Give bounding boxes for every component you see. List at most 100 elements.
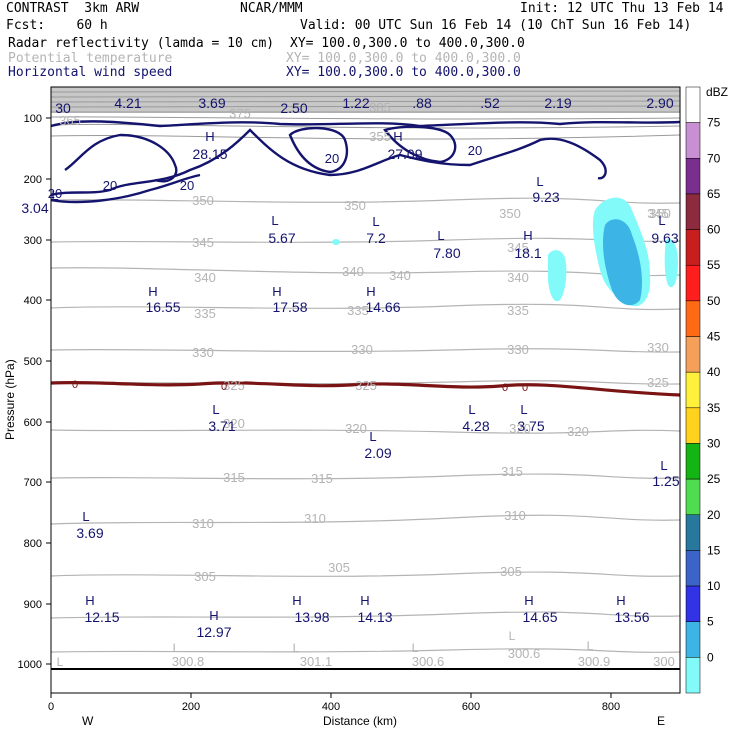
extremum-marker-letter: H	[523, 228, 532, 243]
extremum-marker-letter: H	[360, 593, 369, 608]
colorbar-level: 15	[707, 543, 721, 557]
freezing-level-line	[51, 380, 680, 397]
reflectivity-echoes	[332, 197, 678, 307]
theta-label: 345	[507, 240, 529, 255]
extremum-marker-letter: L	[660, 458, 667, 473]
colorbar-swatch	[685, 193, 701, 230]
x-tick-label: 0	[48, 701, 54, 713]
x-tick-label: 400	[322, 701, 340, 713]
y-axis-label: Pressure (hPa)	[3, 359, 17, 440]
theta-label: 310	[504, 508, 526, 523]
theta-label: 340	[194, 270, 216, 285]
colorbar-swatch	[685, 264, 701, 302]
colorbar-level: 50	[707, 294, 721, 308]
y-tick-label: 1000	[18, 659, 42, 671]
wind-speed-label: 20	[325, 151, 339, 166]
echo-5dbz-small	[548, 250, 567, 302]
colorbar-swatch	[685, 229, 701, 266]
y-tick-label: 300	[24, 235, 42, 247]
colorbar-level: 65	[707, 187, 721, 201]
theta-label: 320	[345, 421, 367, 436]
surface-theta-low: L	[57, 655, 64, 669]
theta-label: 325	[647, 375, 669, 390]
x-tick-label: 800	[602, 701, 620, 713]
wind-speed-label: 20	[48, 186, 62, 201]
echo-5dbz-small-2	[664, 239, 678, 288]
theta-label: 365	[59, 113, 81, 128]
colorbar-level: 35	[707, 401, 721, 415]
theta-label: 355	[369, 129, 391, 144]
colorbar-swatch	[685, 122, 701, 159]
colorbar-level: 60	[707, 223, 721, 237]
top-wind-value: .88	[412, 95, 432, 111]
theta-label: 320	[223, 416, 245, 431]
org-label: NCAR/MMM	[240, 1, 303, 16]
colorbar-swatch	[685, 514, 701, 551]
surface-theta-low: L	[173, 641, 180, 655]
extremum-marker-value: 14.13	[357, 609, 392, 625]
extremum-marker-letter: H	[148, 284, 157, 299]
field-theta-xy: XY= 100.0,300.0 to 400.0,300.0	[286, 51, 521, 66]
model-title: CONTRAST 3km ARW	[6, 1, 140, 16]
surface-theta-low: L	[412, 641, 419, 655]
extremum-marker-letter: H	[366, 284, 375, 299]
extremum-marker-value: 3.04	[21, 200, 48, 216]
extremum-marker-letter: L	[51, 188, 58, 203]
x-axis-label: Distance (km)	[323, 714, 397, 728]
extremum-marker-value: 3.71	[208, 418, 235, 434]
extremum-marker-letter: H	[393, 129, 402, 144]
extremum-marker-letter: L	[212, 402, 219, 417]
x-tick-label: 600	[462, 701, 480, 713]
extremum-marker-value: 27.09	[387, 146, 422, 162]
x-axis: 0 200 400 600 800	[48, 693, 620, 713]
theta-label: 320	[509, 421, 531, 436]
theta-label: 300.6	[412, 654, 445, 669]
colorbar-swatch	[685, 585, 701, 622]
theta-label: 301.1	[300, 654, 333, 669]
field-wind-name: Horizontal wind speed	[8, 65, 173, 80]
extremum-marker-value: 4.28	[462, 418, 489, 434]
extremum-marker-value: 3.75	[517, 418, 544, 434]
theta-label: 385	[369, 100, 391, 115]
extremum-marker-letter: H	[85, 593, 94, 608]
extremum-marker-value: 13.98	[294, 609, 329, 625]
theta-label: 350	[192, 193, 214, 208]
theta-label: 335	[507, 303, 529, 318]
extremum-marker-letter: H	[524, 593, 533, 608]
colorbar-level: 75	[707, 116, 721, 130]
theta-label: 330	[647, 340, 669, 355]
colorbar-swatch	[685, 300, 701, 337]
extremum-marker-letter: H	[272, 284, 281, 299]
theta-label: 350	[649, 206, 671, 221]
y-tick-label: 100	[24, 113, 42, 125]
theta-label: 375	[229, 106, 251, 121]
theta-label: 330	[192, 345, 214, 360]
extremum-marker-value: 18.1	[514, 245, 541, 261]
extremum-marker-value: 12.97	[196, 624, 231, 640]
theta-label: 300.9	[578, 654, 611, 669]
theta-label: 325	[223, 378, 245, 393]
valid-time: Valid: 00 UTC Sun 16 Feb 14 (10 ChT Sun …	[300, 18, 692, 33]
extremum-marker-letter: L	[468, 402, 475, 417]
colorbar-swatch	[685, 158, 701, 195]
freezing-level-label: 0	[72, 379, 78, 391]
colorbar-swatch	[685, 86, 701, 123]
extremum-marker-letter: L	[369, 429, 376, 444]
surface-theta-low: L	[587, 639, 594, 653]
top-wind-value: 2.50	[280, 100, 307, 116]
extremum-marker-value: 16.55	[145, 299, 180, 315]
theta-label: 345	[192, 235, 214, 250]
y-tick-label: 900	[24, 599, 42, 611]
top-wind-value: 1.22	[342, 95, 369, 111]
surface-theta-low: L	[509, 629, 516, 643]
colorbar-swatch	[685, 550, 701, 587]
extremum-marker-value: 14.66	[365, 299, 400, 315]
theta-label: 305	[194, 569, 216, 584]
forecast-hour: Fcst: 60 h	[6, 18, 108, 33]
field-theta-name: Potential temperature	[8, 51, 173, 66]
theta-label: 345	[647, 206, 669, 221]
theta-label: 350	[344, 198, 366, 213]
colorbar-swatch	[685, 371, 701, 409]
